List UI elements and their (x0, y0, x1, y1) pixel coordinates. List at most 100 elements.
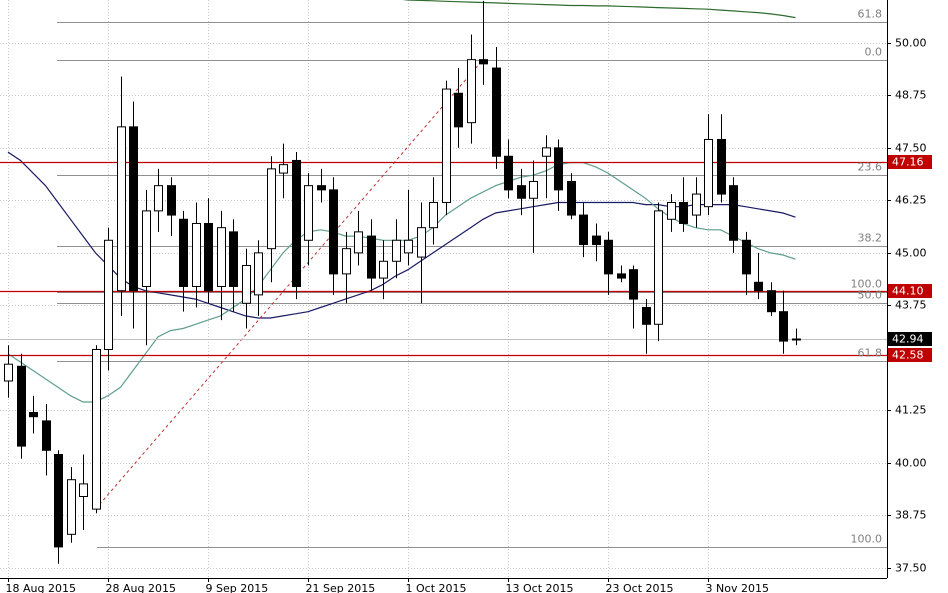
candle-body (304, 185, 313, 241)
candle-body (779, 311, 788, 342)
candle-body (542, 147, 551, 157)
candle-body (604, 239, 613, 275)
candle-body (54, 454, 63, 548)
x-tick-label: 1 Oct 2015 (406, 582, 467, 593)
candle-body (392, 239, 401, 262)
candle-body (442, 88, 451, 203)
candle-body (529, 180, 538, 199)
candle-body (792, 338, 801, 341)
last-price-box (888, 332, 932, 346)
level-label: 44.10 (892, 285, 924, 298)
last-price-label: 42.94 (892, 333, 924, 346)
level-box (888, 284, 932, 298)
candle-body (717, 138, 726, 195)
x-tick-label: 21 Sep 2015 (306, 582, 376, 593)
candle-body (79, 483, 88, 498)
moving-average (7, 162, 796, 403)
candle-body (279, 164, 288, 174)
candle-body (17, 365, 26, 447)
fib-label: 23.6 (858, 161, 883, 174)
level-box (888, 155, 932, 169)
fib-label: 100.0 (851, 533, 883, 546)
candle-body (667, 201, 676, 220)
fib-label: 100.0 (851, 278, 883, 291)
x-tick-label: 28 Aug 2015 (106, 582, 176, 593)
level-box (888, 348, 932, 362)
candle-body (679, 201, 688, 224)
moving-average (402, 0, 796, 19)
candle-body (404, 239, 413, 254)
candle-body (192, 222, 201, 287)
fib-label: 38.2 (858, 232, 883, 245)
x-tick-label: 23 Oct 2015 (606, 582, 674, 593)
candle-body (454, 92, 463, 128)
candle-body (592, 235, 601, 245)
candle-body (467, 59, 476, 124)
x-tick-label: 9 Sep 2015 (206, 582, 269, 593)
candle-body (567, 180, 576, 216)
candle-body (167, 185, 176, 216)
candle-body (704, 138, 713, 208)
candle-body (229, 231, 238, 287)
fib-label: 61.8 (858, 347, 883, 360)
candle-body (267, 168, 276, 250)
candle-body (204, 222, 213, 292)
y-tick-label: 45.00 (895, 247, 927, 260)
candle-body (292, 159, 301, 287)
candle-body (217, 227, 226, 287)
x-tick-label: 18 Aug 2015 (6, 582, 76, 593)
trendline (95, 59, 484, 510)
candle-body (492, 67, 501, 157)
candle-body (554, 147, 563, 191)
candle-body (579, 214, 588, 245)
fib-label: 61.8 (858, 8, 883, 21)
level-label: 42.58 (892, 349, 924, 362)
candle-body (504, 155, 513, 191)
candle-body (254, 252, 263, 296)
moving-average (7, 151, 796, 319)
y-tick-label: 38.75 (895, 509, 927, 522)
fib-label: 0.0 (865, 46, 883, 59)
y-tick-label: 37.50 (895, 562, 927, 575)
candle-body (517, 185, 526, 199)
candle-body (617, 273, 626, 279)
candle-body (729, 185, 738, 241)
x-tick-label: 13 Oct 2015 (506, 582, 574, 593)
y-tick-label: 40.00 (895, 457, 927, 470)
candle-body (629, 269, 638, 300)
candle-body (67, 479, 76, 535)
candle-body (92, 348, 101, 510)
y-tick-label: 50.00 (895, 37, 927, 50)
candle-body (642, 306, 651, 325)
candle-body (692, 193, 701, 216)
y-tick-label: 48.75 (895, 89, 927, 102)
candle-body (654, 210, 663, 325)
plot-area (0, 0, 887, 578)
candle-body (742, 239, 751, 275)
candle-body (329, 189, 338, 275)
candle-body (104, 239, 113, 350)
candle-body (179, 218, 188, 287)
level-label: 47.16 (892, 156, 924, 169)
candle-body (479, 59, 488, 65)
candle-body (317, 185, 326, 191)
candle-body (29, 411, 38, 418)
candle-body (142, 210, 151, 287)
candle-body (354, 231, 363, 254)
candle-body (367, 235, 376, 279)
candle-body (417, 227, 426, 258)
candle-body (767, 290, 776, 313)
y-tick-label: 41.25 (895, 404, 927, 417)
candle-body (117, 126, 126, 292)
candle-body (754, 281, 763, 292)
y-tick-label: 47.50 (895, 142, 927, 155)
y-tick-label: 46.25 (895, 194, 927, 207)
y-tick-label: 43.75 (895, 299, 927, 312)
candle-body (342, 248, 351, 275)
fib-label: 50.0 (858, 289, 883, 302)
candle-body (129, 126, 138, 292)
candle-body (154, 185, 163, 212)
candle-body (42, 420, 51, 451)
